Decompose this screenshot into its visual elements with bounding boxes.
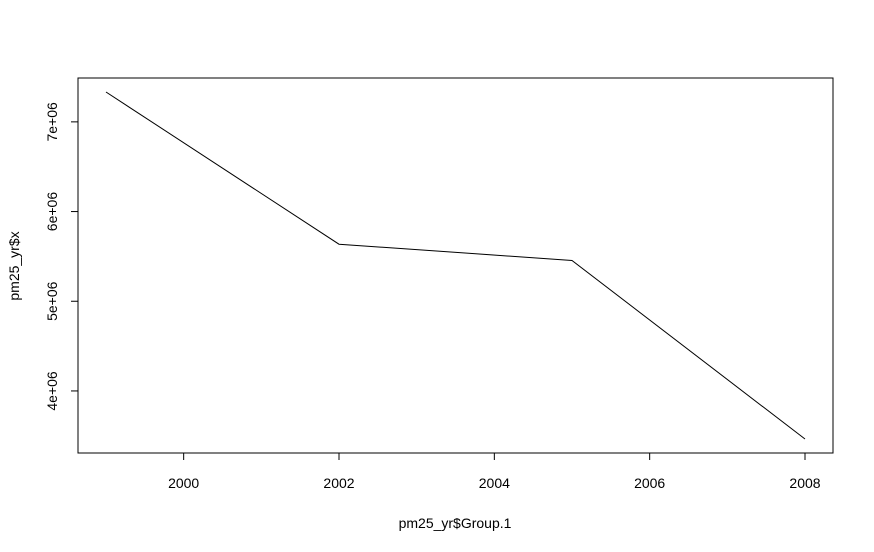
- series-line: [105, 91, 806, 440]
- series-group: [105, 91, 806, 440]
- plot-box: [77, 77, 834, 454]
- y-tick-label: 5e+06: [44, 281, 60, 321]
- x-tick-label: 2004: [479, 475, 510, 491]
- y-tick-label: 6e+06: [44, 192, 60, 232]
- y-tick-label: 7e+06: [44, 102, 60, 142]
- y-axis: 4e+06 5e+06 6e+06 7e+06: [44, 102, 79, 411]
- x-tick-label: 2002: [323, 475, 354, 491]
- x-tick-label: 2006: [634, 475, 665, 491]
- y-axis-label: pm25_yr$x: [6, 231, 22, 300]
- x-tick-label: 2000: [168, 475, 199, 491]
- x-tick-label: 2008: [789, 475, 820, 491]
- x-axis: 2000 2002 2004 2006 2008: [168, 452, 821, 491]
- y-tick-label: 4e+06: [44, 371, 60, 411]
- x-axis-label: pm25_yr$Group.1: [399, 515, 512, 531]
